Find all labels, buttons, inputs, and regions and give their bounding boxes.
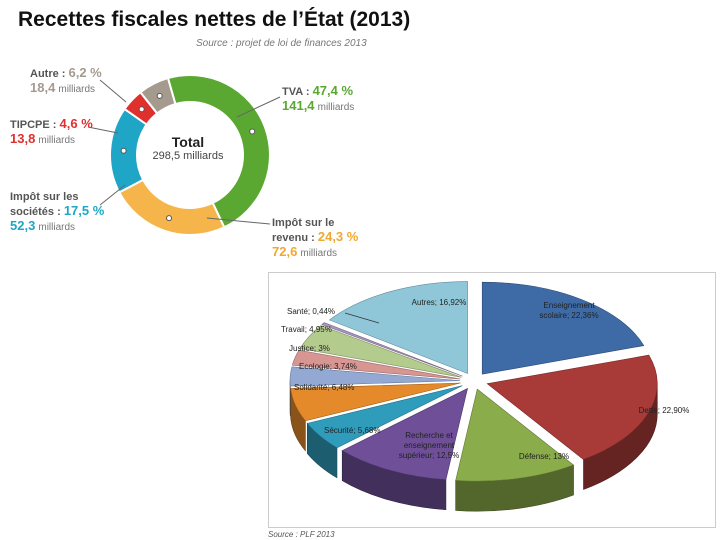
label-tipcpe-value: 13,8 [10,131,36,146]
pie-label-defense: Défense; 13% [519,452,569,461]
donut-chart [87,74,281,236]
donut-marker-autre [156,92,163,99]
budget-pie-chart: Enseignement scolaire; 22,36% Dette; 22,90… [281,281,690,512]
pie-slice-defense [455,388,575,482]
donut-slice-impot-revenu [117,178,226,236]
pie-slice-solidarite [290,382,461,422]
pie-slice-autres [328,281,468,374]
pie-slice-dette [486,354,658,460]
donut-marker-impot-revenu [166,215,173,222]
label-autre-unit: milliards [58,84,96,95]
label-tva-name: TVA : [282,86,313,98]
pie-label-enseignement-scolaire: Enseignement scolaire; 22,36% [539,301,598,320]
label-ir-name1: Impôt sur le [272,217,335,229]
pie-slice-enseignement-scolaire [481,281,645,375]
label-tva-unit: milliards [317,102,355,113]
pie-slice-ecologie [289,366,461,387]
label-autre: Autre : 6,2 % 18,4 milliards [30,66,102,97]
pie-label-autres: Autres; 16,92% [412,298,467,307]
label-is-pct: 17,5 % [63,203,105,218]
label-is-name2: sociétés : [10,206,64,218]
donut-leader-tipcpe [87,126,119,134]
label-is-unit: milliards [38,222,76,233]
label-autre-pct: 6,2 % [68,65,102,80]
label-impot-revenu: Impôt sur le revenu : 24,3 % 72,6 millia… [272,216,358,261]
pie-label-recherche: Recherche et enseignement supérieur; 12,5% [399,431,459,460]
donut-marker-tva [249,128,256,135]
pie-label-sante: Santé; 0,44% [287,307,335,316]
label-tva-value: 141,4 [282,98,315,113]
pie-label-dette: Dette; 22,90% [639,406,690,415]
chart-title: Recettes fiscales nettes de l’État (2013… [18,8,411,31]
label-tipcpe: TIPCPE : 4,6 % 13,8 milliards [10,117,93,148]
pie-label-travail: Travail; 4,95% [281,325,332,334]
label-tipcpe-pct: 4,6 % [59,116,93,131]
donut-leader-tva [236,96,281,118]
pie-slice-securite [306,385,463,449]
label-ir-unit: milliards [300,248,338,259]
budget-pie-panel: Enseignement scolaire; 22,36% Dette; 22,90… [268,272,716,528]
pie-label-justice: Justice; 3% [289,344,330,353]
donut-center: Total 298,5 milliards [138,134,238,162]
label-is-value: 52,3 [10,218,36,233]
label-tipcpe-name: TIPCPE : [10,119,60,131]
pie-label-solidarite: Solidarité; 6,48% [294,383,354,392]
donut-center-value: 298,5 milliards [152,150,224,162]
donut-center-title: Total [171,134,205,150]
pie-source: Source : PLF 2013 [268,530,335,539]
pie-slice-justice [291,349,461,380]
donut-leader-impot-societes [99,184,126,206]
label-autre-name: Autre : [30,68,69,80]
label-tva-pct: 47,4 % [312,83,354,98]
label-tva: TVA : 47,4 % 141,4 milliards [282,84,354,115]
pie-label-securite: Sécurité; 5,68% [324,426,380,435]
pie-slice-sante [321,322,463,377]
label-impot-societes: Impôt sur les sociétés : 17,5 % 52,3 mil… [10,190,104,235]
donut-marker-impot-societes [120,147,127,154]
donut-leader-impot-revenu [206,217,271,225]
donut-leader-autre [99,79,127,103]
pie-slice-travail [299,325,462,378]
label-ir-value: 72,6 [272,244,298,259]
label-autre-value: 18,4 [30,80,56,95]
label-tipcpe-unit: milliards [38,135,76,146]
label-ir-pct: 24,3 % [317,229,359,244]
label-ir-name2: revenu : [272,232,318,244]
label-is-name1: Impôt sur les [10,191,79,203]
pie-label-ecologie: Ecologie; 3,74% [299,362,357,371]
chart-source: Source : projet de loi de finances 2013 [196,38,367,49]
pie-leader-sante [344,312,380,324]
donut-marker-tipcpe [138,106,145,113]
pie-slice-recherche [341,387,468,481]
